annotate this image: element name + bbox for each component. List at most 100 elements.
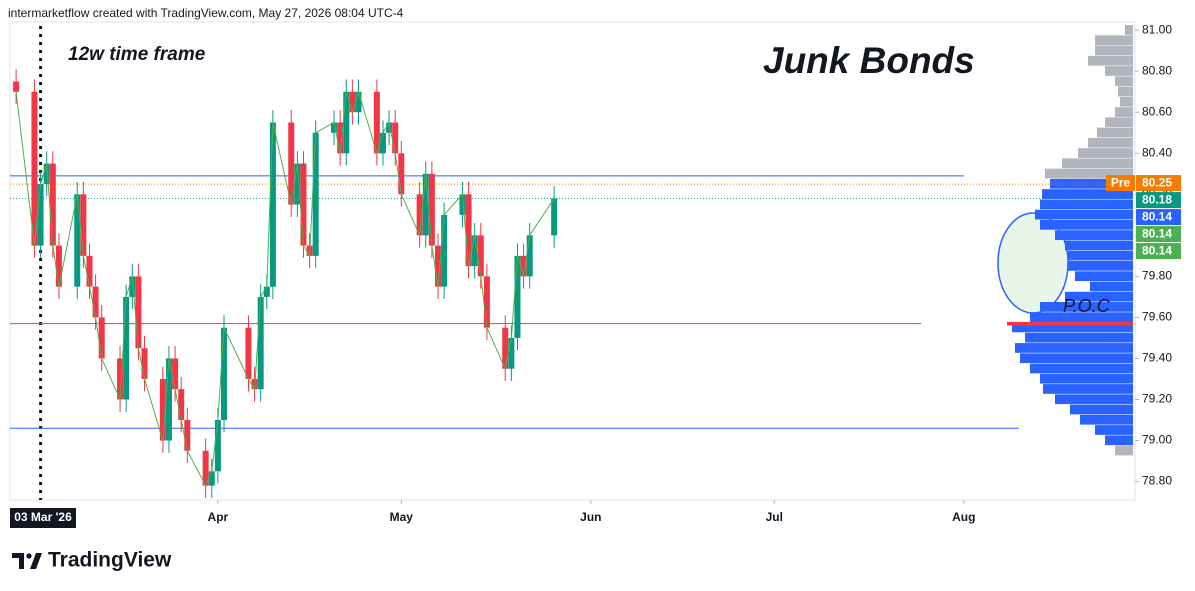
y-tick-label: 79.40 — [1142, 351, 1172, 365]
candle-body — [428, 173, 435, 246]
volume-bar — [1040, 199, 1133, 210]
brand: TradingView — [48, 549, 172, 572]
candle-body — [86, 255, 93, 287]
volume-bar — [1065, 240, 1133, 251]
volume-bar — [1105, 435, 1133, 446]
logo-icon — [12, 553, 24, 569]
price-label: 80.18 — [1142, 193, 1172, 207]
volume-bar — [1050, 178, 1133, 189]
candle-body — [172, 358, 179, 390]
candle-body — [337, 122, 344, 154]
candle-body — [502, 327, 509, 369]
candle-body — [379, 132, 386, 154]
brand-logo: TradingView — [12, 549, 172, 572]
candle-body — [465, 194, 472, 267]
price-label-box — [1136, 175, 1181, 192]
volume-bar — [1080, 414, 1133, 425]
x-tick-label: 03 Mar '26 — [14, 510, 72, 524]
header: intermarketflow created with TradingView… — [8, 6, 404, 20]
candle-body — [422, 173, 429, 236]
volume-bar — [1065, 291, 1133, 302]
volume-bar — [1078, 148, 1133, 158]
volume-bar — [1125, 25, 1133, 35]
candle-body — [37, 184, 44, 246]
candle-body — [477, 235, 484, 277]
candle-body — [165, 358, 172, 441]
volume-bar — [1062, 158, 1133, 169]
price-label-box — [1136, 209, 1181, 226]
volume-bar — [1105, 66, 1133, 76]
price-label: 80.14 — [1142, 227, 1172, 241]
volume-bar — [1012, 322, 1133, 333]
candle-body — [257, 296, 264, 390]
candle-body — [483, 276, 490, 328]
candle-body — [98, 317, 105, 359]
volume-bar — [1095, 425, 1133, 435]
candle-body — [208, 471, 215, 486]
candle-body — [184, 419, 191, 451]
annotation: P.O.C — [1063, 296, 1111, 316]
volume-bar — [1068, 250, 1133, 261]
candle-body — [551, 198, 558, 236]
candle-body — [441, 214, 448, 287]
candle-body — [43, 163, 50, 185]
candle-body — [263, 286, 270, 297]
x-tick-label: Apr — [208, 510, 229, 524]
candle-body — [214, 419, 221, 472]
candle-body — [294, 163, 301, 205]
candle-body — [508, 337, 515, 369]
date-label-box — [10, 508, 76, 528]
candle-body — [49, 163, 56, 246]
candle-body — [514, 255, 521, 338]
volume-bar — [1040, 373, 1133, 384]
volume-bar — [1040, 302, 1133, 312]
y-tick-label: 79.20 — [1142, 392, 1172, 406]
candle-body — [373, 91, 380, 154]
candle-body — [55, 245, 62, 287]
y-tick-label: 80.80 — [1142, 63, 1172, 77]
volume-bar — [1020, 353, 1133, 364]
price-tag-box — [1106, 175, 1135, 192]
candle-body — [520, 255, 527, 277]
candle-body — [178, 389, 185, 420]
y-tick-label: 79.60 — [1142, 310, 1172, 324]
candle-body — [202, 450, 209, 486]
plot-frame — [9, 21, 1136, 501]
chart-title: Junk Bonds — [763, 40, 975, 81]
y-tick-label: 79.80 — [1142, 269, 1172, 283]
volume-bar — [1090, 281, 1133, 292]
candle-body — [526, 235, 533, 277]
volume-bar — [1040, 219, 1133, 230]
candle-body — [269, 122, 276, 287]
volume-bar — [1075, 271, 1133, 282]
volume-bar — [1095, 45, 1133, 56]
candle-body — [74, 194, 81, 287]
candle-body — [312, 132, 319, 256]
volume-bar — [1055, 230, 1133, 240]
candle-body — [80, 194, 87, 256]
x-tick-label: Jul — [766, 510, 783, 524]
candle-body — [288, 122, 295, 205]
volume-bar — [1015, 343, 1133, 353]
candle-body — [13, 81, 20, 92]
candle-body — [300, 163, 307, 246]
candle-body — [392, 122, 399, 154]
candle-body — [459, 194, 466, 215]
volume-bar — [1115, 76, 1133, 87]
volume-bar — [1105, 117, 1133, 128]
volume-bar — [1055, 394, 1133, 405]
candle-body — [416, 194, 423, 236]
price-label-box — [1136, 192, 1181, 209]
volume-bar — [1115, 445, 1133, 456]
candle-body — [434, 245, 441, 287]
volume-bar — [1030, 363, 1133, 374]
close-line — [15, 90, 555, 487]
y-tick-label: 79.00 — [1142, 433, 1172, 447]
candle-body — [331, 122, 338, 133]
price-label: 80.25 — [1142, 176, 1172, 190]
x-tick-label: May — [390, 510, 414, 524]
volume-bar — [1025, 332, 1133, 343]
volume-bar — [1068, 261, 1133, 271]
candle-body — [141, 348, 148, 379]
